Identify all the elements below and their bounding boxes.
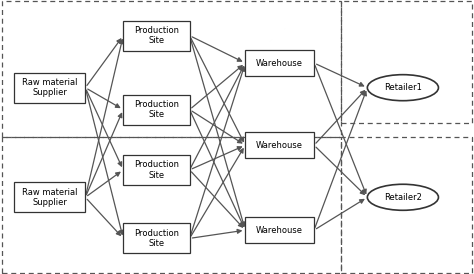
Text: Warehouse: Warehouse <box>256 226 303 235</box>
Text: Warehouse: Warehouse <box>256 141 303 150</box>
Text: Raw material
Supplier: Raw material Supplier <box>22 78 78 97</box>
Text: Warehouse: Warehouse <box>256 59 303 67</box>
Text: Production
Site: Production Site <box>134 229 179 248</box>
FancyBboxPatch shape <box>246 217 314 243</box>
Text: Production
Site: Production Site <box>134 160 179 179</box>
FancyBboxPatch shape <box>123 95 190 125</box>
Bar <box>341 1 472 123</box>
Text: Retailer2: Retailer2 <box>384 193 422 202</box>
FancyBboxPatch shape <box>123 223 190 253</box>
Text: Production
Site: Production Site <box>134 100 179 119</box>
Ellipse shape <box>367 184 438 210</box>
FancyBboxPatch shape <box>246 50 314 76</box>
Text: Raw material
Supplier: Raw material Supplier <box>22 188 78 207</box>
Bar <box>341 137 472 273</box>
Ellipse shape <box>367 75 438 101</box>
Bar <box>2 1 341 137</box>
Text: Production
Site: Production Site <box>134 26 179 45</box>
FancyBboxPatch shape <box>14 182 85 212</box>
Text: Retailer1: Retailer1 <box>384 83 422 92</box>
FancyBboxPatch shape <box>123 21 190 51</box>
FancyBboxPatch shape <box>246 132 314 158</box>
FancyBboxPatch shape <box>123 155 190 185</box>
FancyBboxPatch shape <box>14 73 85 103</box>
Bar <box>2 137 341 273</box>
